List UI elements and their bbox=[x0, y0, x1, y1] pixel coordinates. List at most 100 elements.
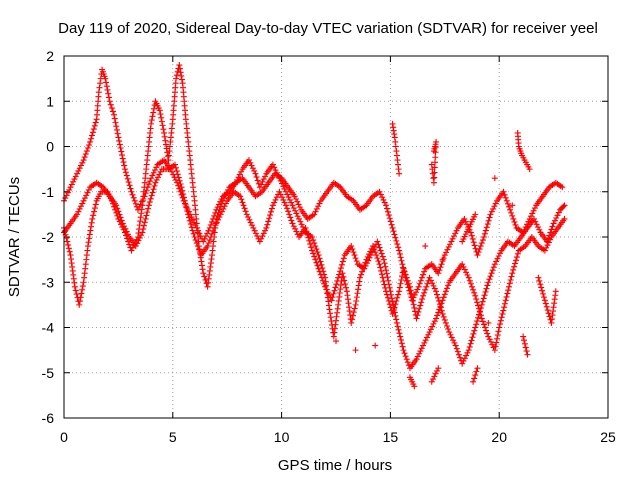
data-point bbox=[543, 244, 550, 251]
data-point bbox=[402, 271, 409, 278]
data-point bbox=[386, 215, 393, 222]
data-point bbox=[404, 277, 411, 284]
data-point bbox=[341, 277, 348, 284]
data-point bbox=[148, 192, 155, 199]
data-point bbox=[89, 129, 96, 136]
data-point bbox=[333, 338, 339, 345]
data-point bbox=[151, 167, 158, 174]
data-point bbox=[75, 167, 82, 174]
data-point bbox=[76, 205, 83, 212]
data-point bbox=[318, 274, 325, 281]
data-point bbox=[263, 224, 270, 231]
data-point bbox=[72, 173, 79, 180]
data-point bbox=[554, 212, 561, 219]
data-point bbox=[222, 200, 229, 207]
data-point bbox=[173, 75, 180, 82]
data-point bbox=[501, 300, 508, 307]
data-point bbox=[126, 182, 133, 189]
data-point bbox=[492, 200, 499, 207]
data-point bbox=[418, 274, 425, 281]
data-point bbox=[435, 270, 442, 277]
data-point bbox=[392, 312, 399, 319]
data-point bbox=[487, 338, 494, 345]
data-point bbox=[294, 213, 301, 220]
data-point bbox=[217, 211, 224, 218]
data-point bbox=[355, 282, 362, 289]
data-point bbox=[501, 304, 508, 311]
data-point bbox=[310, 250, 317, 257]
data-point bbox=[124, 231, 131, 238]
data-point bbox=[119, 155, 126, 162]
data-point bbox=[376, 261, 383, 268]
data-point bbox=[421, 289, 428, 296]
data-point bbox=[545, 239, 552, 246]
data-point bbox=[349, 312, 356, 319]
data-point bbox=[376, 244, 383, 251]
data-point bbox=[109, 108, 116, 115]
data-point bbox=[464, 349, 471, 356]
data-point bbox=[423, 283, 430, 290]
data-point bbox=[106, 98, 113, 105]
data-point bbox=[147, 195, 154, 202]
data-point bbox=[545, 310, 552, 317]
data-point bbox=[426, 274, 433, 281]
data-point bbox=[429, 323, 436, 330]
data-point bbox=[473, 296, 480, 303]
data-point bbox=[334, 277, 341, 284]
data-point bbox=[315, 252, 322, 259]
data-point bbox=[466, 277, 473, 284]
data-point bbox=[442, 319, 449, 326]
data-point bbox=[88, 223, 95, 230]
data-point bbox=[63, 192, 70, 199]
data-point bbox=[500, 307, 507, 314]
data-point bbox=[176, 65, 183, 72]
data-point bbox=[132, 243, 139, 250]
data-point bbox=[512, 257, 519, 264]
data-point bbox=[79, 283, 86, 290]
data-point bbox=[396, 288, 403, 295]
data-point bbox=[159, 122, 166, 129]
data-point bbox=[129, 244, 136, 251]
data-point bbox=[378, 250, 385, 257]
data-point bbox=[450, 337, 457, 344]
data-point bbox=[340, 255, 347, 262]
data-point bbox=[249, 165, 256, 172]
data-point bbox=[488, 208, 495, 215]
data-point bbox=[313, 246, 320, 253]
data-point bbox=[401, 350, 408, 357]
data-point bbox=[370, 246, 377, 253]
data-point bbox=[273, 169, 280, 176]
data-point bbox=[111, 115, 118, 122]
data-point bbox=[484, 330, 491, 337]
data-point bbox=[393, 297, 400, 304]
data-point bbox=[544, 307, 551, 314]
data-point bbox=[86, 235, 93, 242]
data-point bbox=[262, 173, 269, 180]
x-axis-label: GPS time / hours bbox=[278, 457, 392, 474]
data-point bbox=[145, 181, 152, 188]
data-point bbox=[81, 195, 88, 202]
data-point bbox=[444, 246, 451, 253]
data-point bbox=[295, 201, 302, 208]
data-point bbox=[79, 200, 86, 207]
data-point bbox=[354, 290, 361, 297]
data-point bbox=[123, 172, 130, 179]
data-point bbox=[441, 252, 448, 259]
data-point bbox=[428, 378, 435, 385]
data-point bbox=[86, 141, 93, 148]
data-point bbox=[495, 328, 502, 335]
data-point bbox=[433, 315, 440, 322]
data-point bbox=[215, 216, 222, 223]
data-point bbox=[148, 117, 155, 124]
data-point bbox=[499, 310, 506, 317]
data-point bbox=[81, 154, 88, 161]
data-point bbox=[212, 222, 219, 229]
data-point bbox=[427, 277, 434, 284]
data-point bbox=[146, 178, 153, 185]
data-point bbox=[202, 233, 209, 240]
data-point bbox=[88, 132, 95, 139]
data-point bbox=[352, 301, 359, 308]
data-point bbox=[83, 148, 90, 155]
data-point bbox=[483, 224, 490, 231]
data-point bbox=[411, 304, 418, 311]
